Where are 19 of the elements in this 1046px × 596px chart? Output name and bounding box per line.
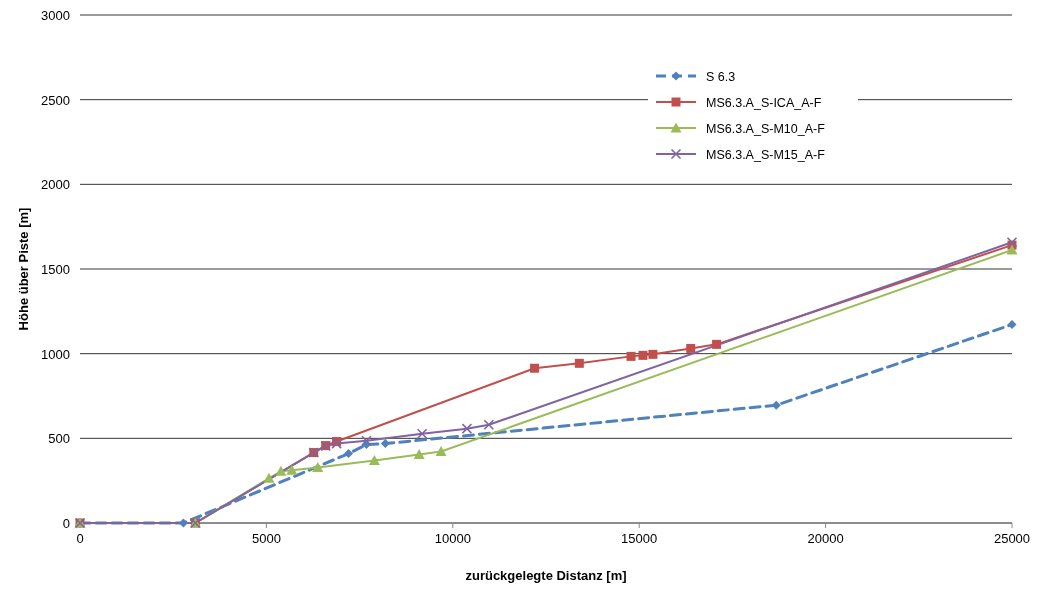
x-tick-label: 20000 [807,531,844,546]
x-tick-label: 10000 [434,531,471,546]
x-tick-label: 15000 [621,531,658,546]
x-tick-label: 25000 [993,531,1031,546]
legend-label: MS6.3.A_S-M15_A-F [706,148,826,162]
legend-label: MS6.3.A_S-M10_A-F [706,122,826,136]
legend-label: MS6.3.A_S-ICA_A-F [706,96,822,110]
y-tick-label: 1000 [41,346,70,362]
y-tick-label: 2000 [41,177,70,193]
x-tick-label: 0 [76,531,84,546]
y-tick-label: 3000 [41,8,70,23]
x-axis-title: zurückgelegte Distanz [m] [465,568,627,583]
y-tick-label: 2500 [41,92,70,108]
legend-label: S 6.3 [706,70,736,84]
y-axis-title: Höhe über Piste [m] [16,207,31,331]
y-tick-label: 500 [48,431,70,447]
y-tick-label: 1500 [41,262,70,277]
y-tick-label: 0 [62,516,70,531]
x-tick-label: 5000 [251,531,281,546]
